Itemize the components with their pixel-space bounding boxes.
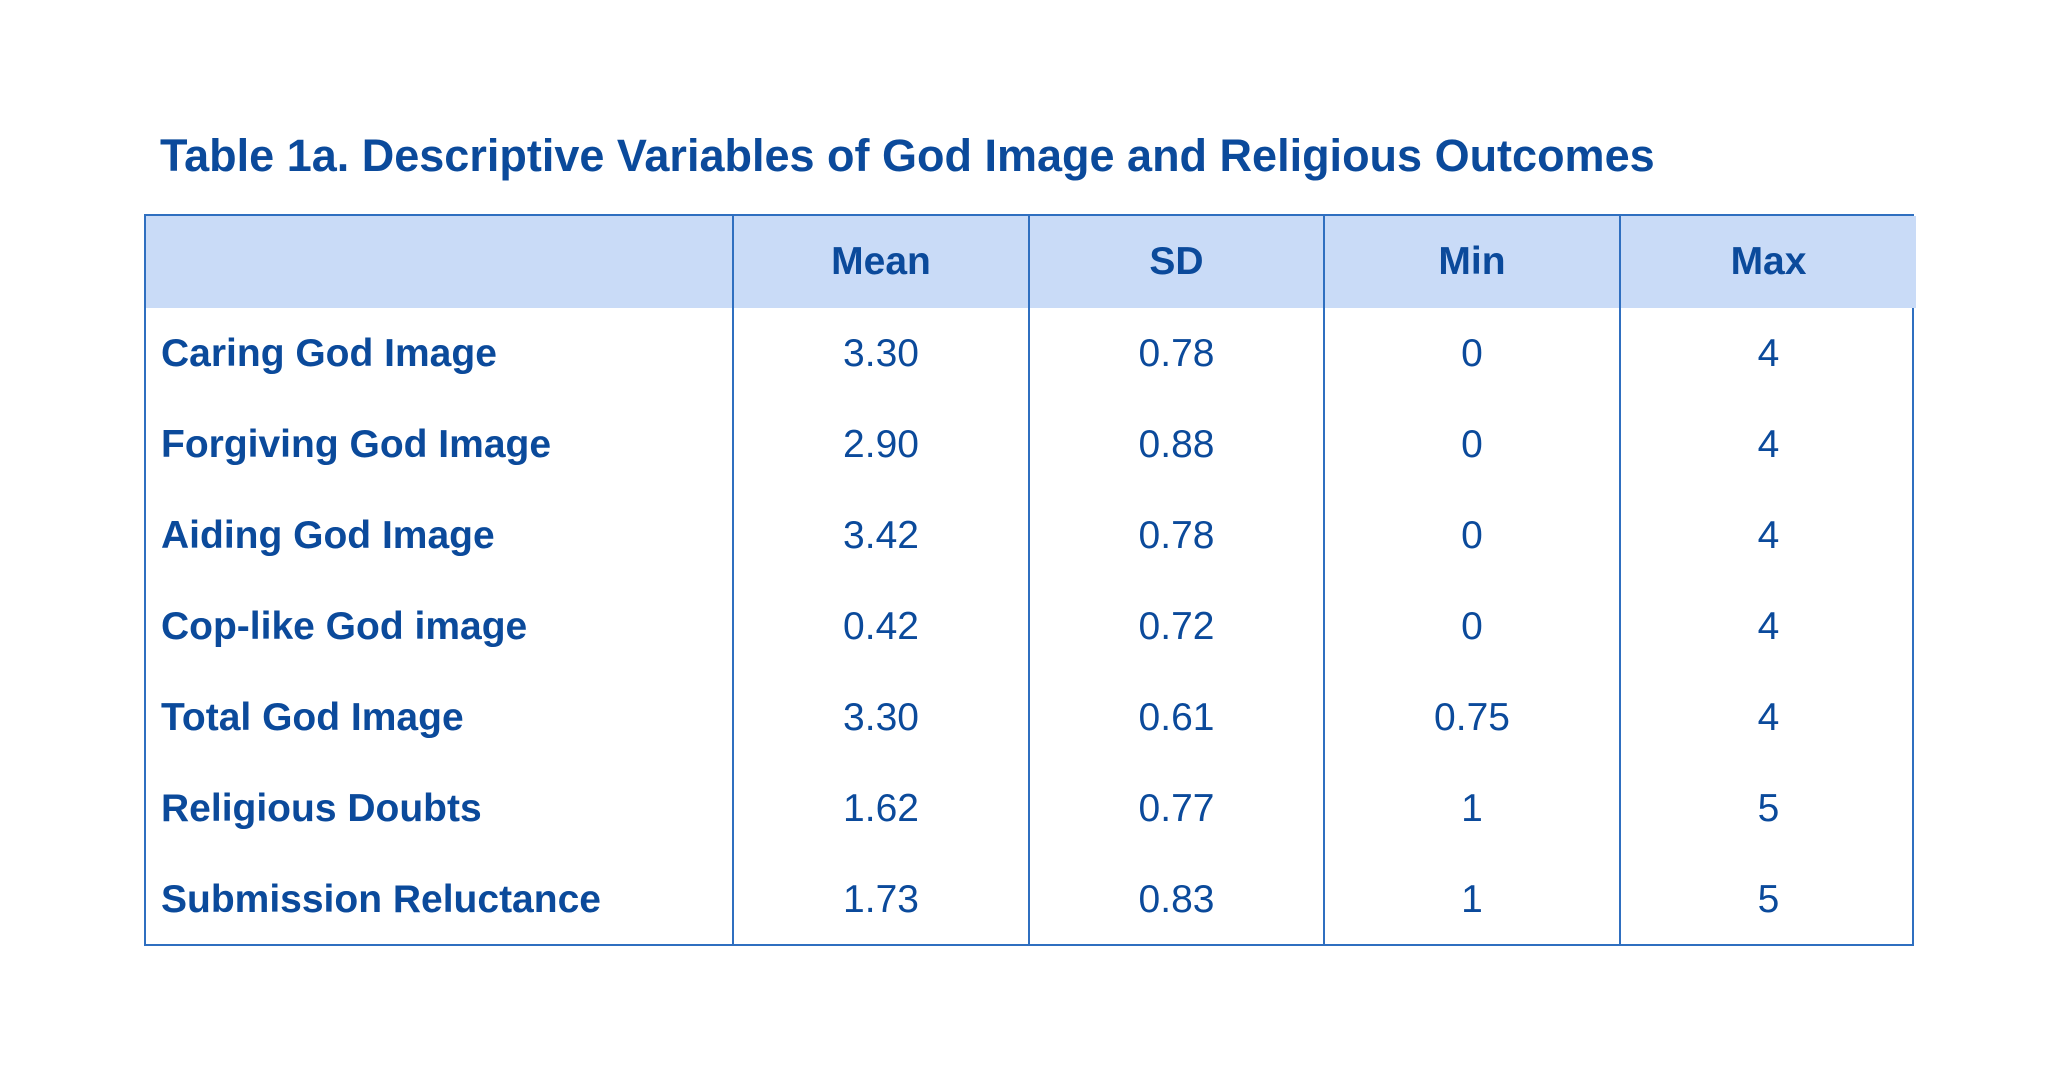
row-label: Forgiving God Image	[161, 422, 552, 466]
cell-mean: 3.30	[732, 308, 1029, 399]
table-row: Total God Image 3.30 0.61 0.75 4	[146, 672, 1916, 763]
row-label: Religious Doubts	[161, 786, 482, 830]
cell-max: 4	[1619, 490, 1916, 581]
table-header-row: Mean SD Min Max	[146, 216, 1916, 308]
cell-max: 4	[1619, 672, 1916, 763]
table-row: Submission Reluctance 1.73 0.83 1 5	[146, 854, 1916, 945]
cell-min: 0	[1323, 308, 1620, 399]
cell-max: 4	[1619, 581, 1916, 672]
cell-mean: 3.30	[732, 672, 1029, 763]
cell-min: 0	[1323, 490, 1620, 581]
row-label: Aiding God Image	[161, 513, 495, 557]
cell-sd: 0.61	[1028, 672, 1324, 763]
table-row: Cop-like God image 0.42 0.72 0 4	[146, 581, 1916, 672]
table-row: Caring God Image 3.30 0.78 0 4	[146, 308, 1916, 399]
cell-min: 0.75	[1323, 672, 1620, 763]
cell-min: 0	[1323, 581, 1620, 672]
cell-mean: 0.42	[732, 581, 1029, 672]
data-table: Mean SD Min Max Caring God Image 3.30 0.…	[146, 216, 1916, 945]
cell-max: 5	[1619, 854, 1916, 945]
row-label: Total God Image	[161, 695, 464, 739]
cell-max: 4	[1619, 399, 1916, 490]
descriptive-table: Mean SD Min Max Caring God Image 3.30 0.…	[144, 214, 1916, 946]
cell-sd: 0.78	[1028, 490, 1324, 581]
table-row: Aiding God Image 3.42 0.78 0 4	[146, 490, 1916, 581]
cell-mean: 1.73	[732, 854, 1029, 945]
table-row: Religious Doubts 1.62 0.77 1 5	[146, 763, 1916, 854]
header-cell-mean: Mean	[732, 216, 1029, 308]
header-cell-max: Max	[1619, 216, 1916, 308]
table-title: Table 1a. Descriptive Variables of God I…	[160, 130, 1655, 181]
cell-min: 0	[1323, 399, 1620, 490]
cell-min: 1	[1323, 854, 1620, 945]
row-label: Cop-like God image	[161, 604, 528, 648]
cell-mean: 1.62	[732, 763, 1029, 854]
cell-max: 4	[1619, 308, 1916, 399]
cell-sd: 0.72	[1028, 581, 1324, 672]
header-cell-min: Min	[1323, 216, 1620, 308]
cell-mean: 3.42	[732, 490, 1029, 581]
cell-sd: 0.77	[1028, 763, 1324, 854]
cell-sd: 0.78	[1028, 308, 1324, 399]
cell-min: 1	[1323, 763, 1620, 854]
header-cell-variable	[146, 216, 733, 308]
cell-sd: 0.83	[1028, 854, 1324, 945]
cell-max: 5	[1619, 763, 1916, 854]
cell-mean: 2.90	[732, 399, 1029, 490]
row-label: Caring God Image	[161, 331, 497, 375]
cell-sd: 0.88	[1028, 399, 1324, 490]
header-cell-sd: SD	[1028, 216, 1324, 308]
table-row: Forgiving God Image 2.90 0.88 0 4	[146, 399, 1916, 490]
row-label: Submission Reluctance	[161, 877, 601, 921]
